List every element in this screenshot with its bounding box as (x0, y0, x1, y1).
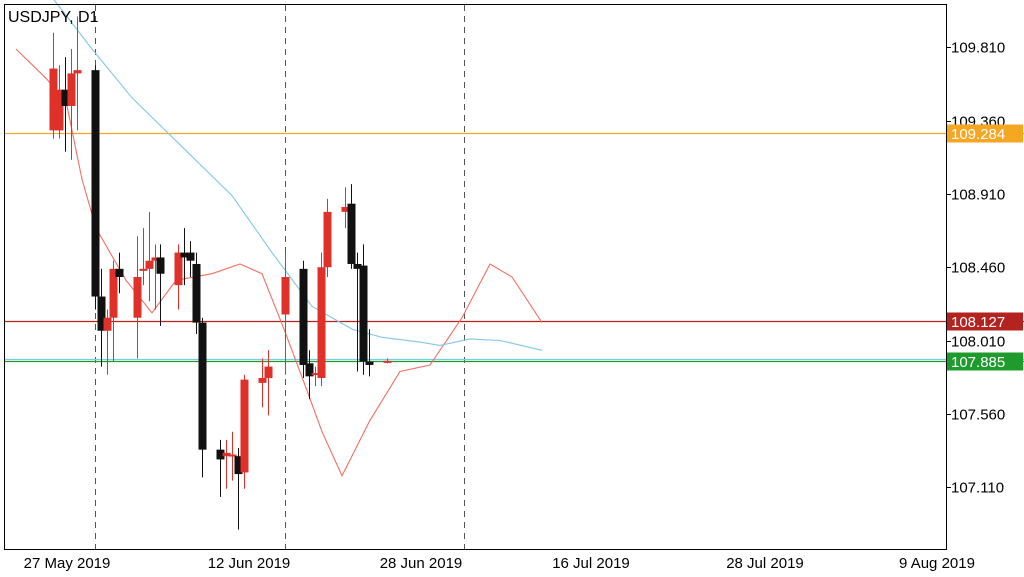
price-label-text: 107.885 (951, 354, 1005, 371)
y-tick-label: 109.810 (951, 40, 1005, 57)
candle-body (97, 296, 106, 331)
candle-body (198, 322, 207, 450)
y-tick-label: 108.010 (951, 334, 1005, 351)
candle-body (103, 317, 112, 331)
candle-body (240, 379, 249, 473)
candle-body (359, 265, 368, 362)
chart-title: USDJPY, D1 (8, 9, 99, 26)
plot-frame (4, 4, 947, 550)
candle-body (73, 70, 82, 74)
candle-body (299, 268, 308, 365)
candle-body (115, 268, 124, 277)
y-tick-label: 107.560 (951, 407, 1005, 424)
price-labels: 109.284 108.127 107.885 (947, 124, 1023, 371)
candle-body (216, 449, 225, 460)
candle-body (180, 252, 189, 258)
candle-body (192, 263, 201, 323)
x-tick-label: 12 Jun 2019 (208, 555, 291, 572)
price-label-text: 109.284 (951, 126, 1005, 143)
candle-body (109, 268, 118, 318)
candle-body (317, 267, 326, 378)
candle-body (305, 363, 314, 377)
candle-body (174, 252, 183, 286)
candle-body (61, 89, 70, 106)
x-tick-label: 28 Jul 2019 (726, 555, 804, 572)
price-label-box (947, 312, 1023, 331)
candle-body (222, 452, 231, 457)
price-label-text: 108.127 (951, 314, 1005, 331)
y-tick-label: 108.910 (951, 187, 1005, 204)
candles (49, 16, 392, 530)
x-tick-label: 16 Jul 2019 (552, 555, 630, 572)
candle-body (133, 277, 142, 318)
candle-body (264, 366, 273, 378)
candle-body (383, 360, 392, 363)
y-axis: 109.810109.360108.910108.460108.010107.5… (946, 40, 1005, 497)
horizontal-levels (5, 132, 1024, 363)
candle-body (323, 211, 332, 268)
price-label-box (947, 124, 1023, 143)
candle-body (151, 257, 160, 261)
y-tick-label: 107.110 (951, 480, 1004, 497)
moving-averages (15, 0, 543, 477)
candle-body (347, 203, 356, 264)
moving-average-line (53, 0, 543, 351)
candle-body (186, 252, 195, 261)
candle-body (139, 268, 148, 271)
candle-body (353, 263, 362, 269)
candle-body (281, 277, 290, 315)
candle-body (341, 206, 350, 212)
candle-body (311, 373, 320, 376)
candle-body (258, 377, 267, 383)
x-tick-label: 9 Aug 2019 (899, 555, 975, 572)
x-tick-label: 28 Jun 2019 (380, 555, 463, 572)
candle-body (55, 89, 64, 131)
candle-body (91, 70, 100, 297)
candle-body (228, 454, 237, 457)
vertical-markers (95, 5, 465, 549)
y-tick-label: 108.460 (951, 260, 1005, 277)
candle-body (156, 257, 165, 274)
moving-average-line (15, 48, 543, 477)
x-axis: 27 May 2019 12 Jun 2019 28 Jun 2019 16 Jul … (24, 555, 975, 572)
candle-body (145, 260, 154, 269)
candle-body (67, 73, 76, 106)
x-tick-label: 27 May 2019 (24, 555, 111, 572)
candle-body (49, 68, 58, 131)
candle-body (365, 361, 374, 365)
price-label-box (947, 352, 1023, 371)
candle-body (234, 456, 243, 475)
